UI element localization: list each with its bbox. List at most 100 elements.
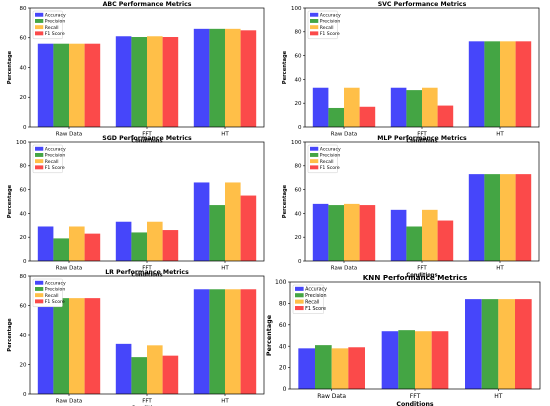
bar-f1-score-1: [359, 106, 376, 127]
bar-precision-1: [328, 107, 344, 127]
legend-swatch: [35, 19, 44, 23]
x-tick-label: HT: [221, 266, 229, 272]
bar-recall-3: [225, 28, 241, 127]
bar-recall-1: [69, 298, 85, 395]
chart-title: SGD Performance Metrics: [102, 135, 192, 142]
bar-recall-3: [225, 289, 241, 394]
bar-precision-2: [406, 226, 422, 261]
bar-recall-2: [422, 209, 438, 261]
bar-f1-score-3: [515, 299, 532, 389]
legend-swatch: [310, 153, 319, 157]
y-tick-label: 60: [295, 54, 302, 60]
legend-swatch: [35, 299, 44, 304]
bar-precision-3: [209, 28, 225, 127]
legend-label: F1 Score: [45, 299, 65, 305]
x-axis-label: Conditions: [406, 273, 437, 279]
y-tick-label: 0: [23, 259, 27, 265]
chart-panel-6: 0 20 40 60 80 100 Raw Data FFT HT KNN Performance…: [265, 273, 541, 406]
x-tick-label: HT: [221, 399, 229, 405]
y-axis-label: Percentage: [282, 184, 288, 218]
bar-f1-score-3: [240, 195, 257, 261]
legend-swatch: [310, 165, 319, 170]
y-tick-label: 0: [23, 125, 27, 131]
y-axis-label: Percentage: [265, 314, 273, 356]
bar-precision-2: [398, 330, 415, 389]
y-tick-label: 20: [279, 365, 287, 372]
legend-label: Recall: [305, 299, 319, 305]
y-tick-label: 20: [20, 235, 27, 241]
y-tick-label: 40: [295, 211, 302, 217]
legend-swatch: [35, 146, 44, 151]
bar-precision-1: [315, 345, 332, 389]
legend-swatch: [310, 159, 319, 164]
legend-label: Precision: [45, 19, 66, 25]
x-tick-label: Raw Data: [56, 266, 82, 272]
legend-label: Precision: [305, 293, 326, 299]
chart-panel-1: 0 20 40 60 80 Raw Data FFT HT ABC Performance Me…: [7, 1, 265, 145]
x-tick-label: FFT: [417, 132, 427, 138]
x-tick-label: Raw Data: [331, 132, 357, 138]
legend-swatch: [295, 293, 304, 298]
bar-precision-3: [484, 41, 500, 127]
legend-label: Accuracy: [45, 280, 66, 286]
legend-swatch: [35, 293, 44, 298]
x-tick-label: FFT: [142, 132, 152, 138]
bar-f1-score-1: [84, 233, 101, 261]
bar-recall-3: [500, 41, 516, 127]
legend-label: Recall: [320, 159, 334, 165]
y-tick-label: 60: [279, 322, 287, 329]
y-tick-label: 100: [16, 140, 27, 146]
y-tick-label: 0: [298, 259, 302, 265]
bar-recall-1: [69, 43, 85, 128]
bar-accuracy-1: [312, 203, 329, 261]
y-tick-label: 60: [20, 188, 27, 194]
legend-swatch: [295, 286, 304, 291]
legend-label: Accuracy: [305, 287, 327, 293]
y-tick-label: 60: [20, 36, 27, 42]
legend-swatch: [295, 299, 304, 304]
x-tick-label: FFT: [142, 266, 152, 272]
bar-f1-score-2: [162, 355, 179, 394]
bar-recall-1: [69, 226, 85, 261]
legend-label: F1 Score: [45, 31, 65, 37]
legend-swatch: [310, 25, 319, 30]
y-tick-label: 20: [20, 95, 27, 101]
y-tick-label: 20: [295, 101, 302, 107]
y-axis-label: Percentage: [7, 184, 13, 218]
bar-precision-2: [131, 357, 147, 395]
bar-accuracy-2: [115, 343, 132, 394]
legend-label: Recall: [45, 293, 59, 299]
x-tick-label: Raw Data: [317, 393, 346, 400]
bar-precision-3: [209, 289, 225, 394]
legend-swatch: [35, 287, 44, 291]
bar-precision-3: [481, 299, 499, 389]
legend-swatch: [35, 31, 44, 36]
y-tick-label: 40: [279, 343, 287, 350]
bar-f1-score-1: [348, 347, 365, 389]
chart-panel-2: 0 20 40 60 80 100 Raw Data FFT HT SVC Performance…: [282, 1, 540, 145]
x-tick-label: FFT: [410, 393, 421, 400]
bar-precision-1: [53, 43, 69, 128]
legend-swatch: [295, 306, 304, 311]
bar-f1-score-2: [162, 230, 179, 261]
legend-label: F1 Score: [320, 165, 340, 171]
chart-title: LR Performance Metrics: [105, 269, 189, 276]
bar-f1-score-3: [240, 30, 257, 128]
bar-accuracy-3: [193, 289, 210, 394]
legend-swatch: [35, 25, 44, 30]
legend-swatch: [35, 153, 44, 157]
bar-accuracy-1: [298, 348, 315, 389]
bar-f1-score-2: [437, 220, 454, 261]
y-tick-label: 40: [295, 77, 302, 83]
y-tick-label: 80: [295, 30, 302, 36]
y-tick-label: 20: [295, 235, 302, 241]
bar-precision-3: [484, 174, 500, 261]
bar-recall-2: [147, 36, 163, 128]
bar-recall-3: [225, 182, 241, 261]
bar-f1-score-3: [515, 41, 532, 127]
legend-label: Precision: [45, 153, 66, 159]
legend-swatch: [310, 31, 319, 36]
